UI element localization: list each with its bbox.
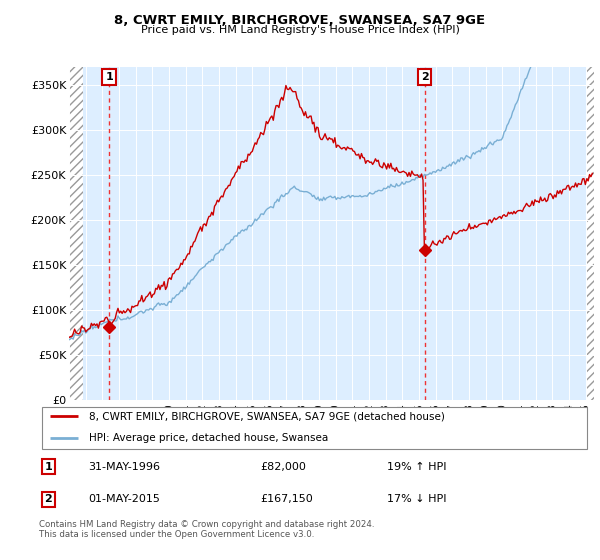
- Text: 01-MAY-2015: 01-MAY-2015: [89, 494, 161, 505]
- Polygon shape: [69, 67, 83, 400]
- Text: 31-MAY-1996: 31-MAY-1996: [89, 461, 161, 472]
- Text: 8, CWRT EMILY, BIRCHGROVE, SWANSEA, SA7 9GE: 8, CWRT EMILY, BIRCHGROVE, SWANSEA, SA7 …: [115, 14, 485, 27]
- Text: 2: 2: [44, 494, 52, 505]
- Text: 19% ↑ HPI: 19% ↑ HPI: [387, 461, 446, 472]
- Text: 1: 1: [44, 461, 52, 472]
- Text: 8, CWRT EMILY, BIRCHGROVE, SWANSEA, SA7 9GE (detached house): 8, CWRT EMILY, BIRCHGROVE, SWANSEA, SA7 …: [89, 412, 445, 421]
- Text: £82,000: £82,000: [260, 461, 305, 472]
- Text: HPI: Average price, detached house, Swansea: HPI: Average price, detached house, Swan…: [89, 433, 328, 443]
- Text: 2: 2: [421, 72, 428, 82]
- Text: Price paid vs. HM Land Registry's House Price Index (HPI): Price paid vs. HM Land Registry's House …: [140, 25, 460, 35]
- FancyBboxPatch shape: [42, 407, 587, 449]
- Polygon shape: [587, 67, 594, 400]
- Text: Contains HM Land Registry data © Crown copyright and database right 2024.
This d: Contains HM Land Registry data © Crown c…: [39, 520, 374, 539]
- Text: £167,150: £167,150: [260, 494, 313, 505]
- Text: 17% ↓ HPI: 17% ↓ HPI: [387, 494, 446, 505]
- Text: 1: 1: [106, 72, 113, 82]
